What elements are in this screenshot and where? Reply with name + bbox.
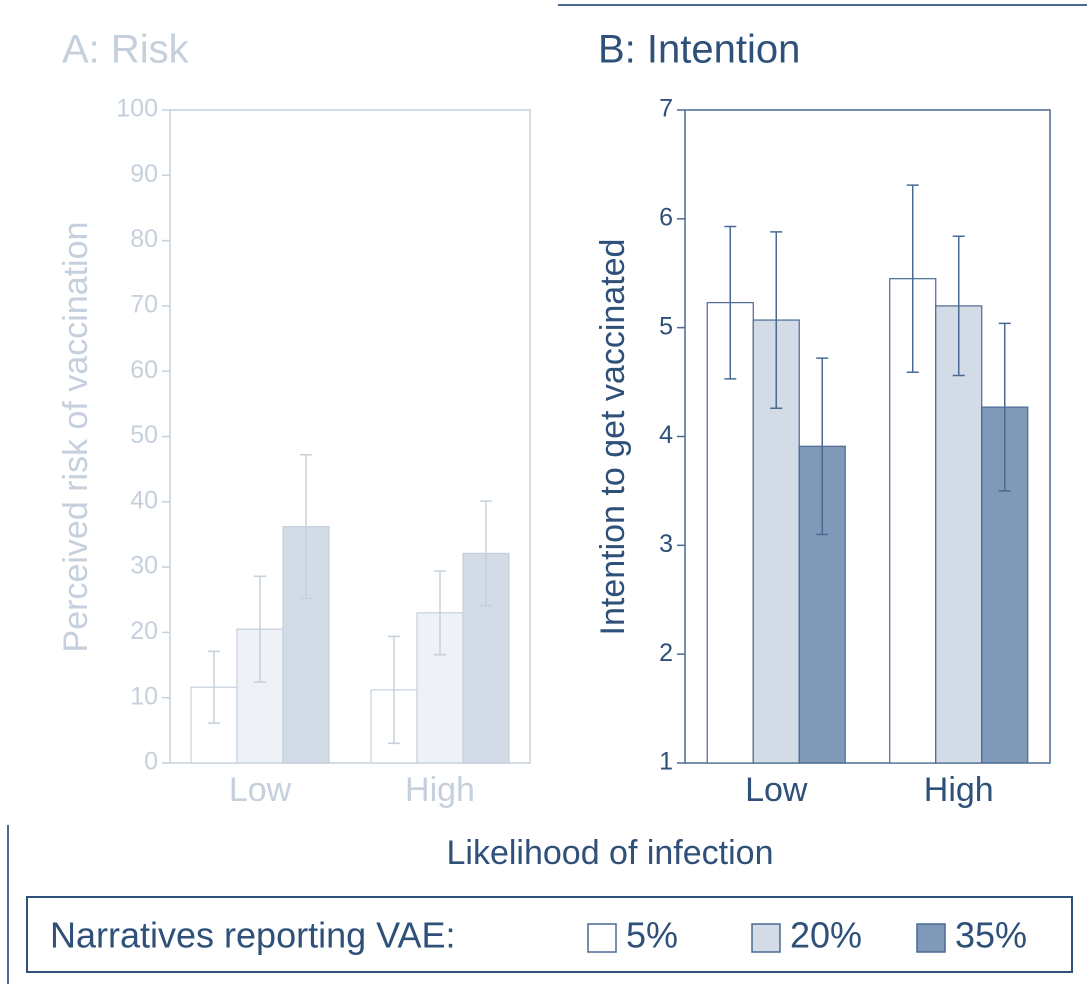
- y-tick-label: 100: [116, 95, 158, 123]
- error-bar: [254, 575, 266, 683]
- y-tick-label: 1: [659, 748, 673, 776]
- x-tick-label: High: [405, 771, 475, 809]
- error-bar: [816, 357, 829, 536]
- y-tick-label: 0: [144, 748, 158, 776]
- y-tick-label: 5: [659, 312, 673, 340]
- y-tick-label: 3: [659, 530, 673, 558]
- y-tick-label: 6: [659, 203, 673, 231]
- x-tick-label: High: [924, 771, 994, 809]
- error-bar: [434, 570, 446, 656]
- bar: [935, 305, 983, 764]
- x-tick-label: Low: [229, 771, 292, 809]
- legend-box: [26, 896, 1073, 973]
- error-bar: [952, 235, 965, 377]
- legend-label: 5%: [626, 915, 678, 956]
- x-axis-label: Likelihood of infection: [446, 834, 773, 872]
- y-tick-label: 10: [130, 682, 158, 710]
- legend-swatch: [587, 923, 617, 953]
- chart-title: B: Intention: [598, 28, 800, 72]
- y-tick-label: 7: [659, 95, 673, 123]
- error-bar: [724, 225, 737, 380]
- y-tick-label: 90: [130, 160, 158, 188]
- error-bar: [998, 322, 1011, 492]
- chart-title: A: Risk: [62, 28, 190, 72]
- legend-swatch: [916, 923, 946, 953]
- y-axis-label: Intention to get vaccinated: [594, 239, 632, 636]
- error-bar: [480, 500, 492, 607]
- x-tick-label: Low: [745, 771, 808, 809]
- y-tick-label: 20: [130, 617, 158, 645]
- y-tick-label: 80: [130, 225, 158, 253]
- y-axis-label: Perceived risk of vaccination: [57, 222, 95, 653]
- y-tick-label: 60: [130, 356, 158, 384]
- error-bar: [906, 184, 919, 374]
- y-tick-label: 50: [130, 421, 158, 449]
- error-bar: [388, 635, 400, 745]
- y-tick-label: 30: [130, 552, 158, 580]
- y-tick-label: 4: [659, 421, 673, 449]
- legend-label: 20%: [790, 915, 862, 956]
- y-tick-label: 2: [659, 639, 673, 667]
- error-bar: [208, 650, 220, 724]
- legend-label: 35%: [955, 915, 1027, 956]
- error-bar: [770, 231, 783, 409]
- y-tick-label: 40: [130, 486, 158, 514]
- error-bar: [300, 454, 312, 600]
- legend-swatch: [751, 923, 781, 953]
- legend-title: Narratives reporting VAE:: [50, 915, 456, 956]
- y-tick-label: 70: [130, 291, 158, 319]
